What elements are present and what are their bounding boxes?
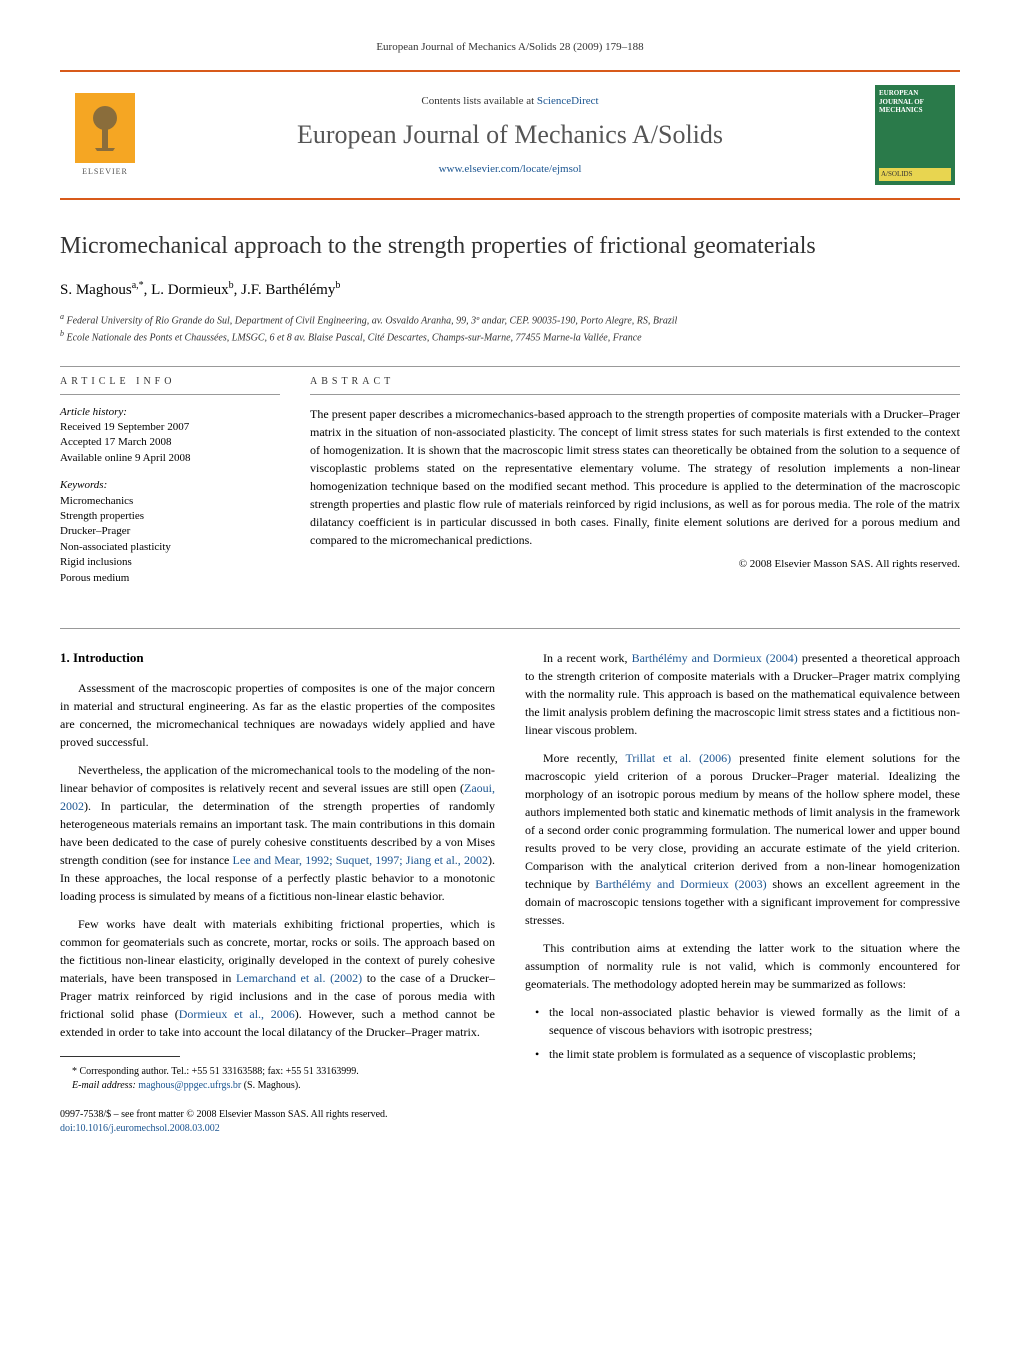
doi-block: 0997-7538/$ – see front matter © 2008 El… xyxy=(60,1108,495,1136)
author-2: L. Dormieux xyxy=(151,282,228,298)
keyword: Drucker–Prager xyxy=(60,524,280,539)
section-heading-intro: 1. Introduction xyxy=(60,649,495,667)
keyword: Micromechanics xyxy=(60,494,280,509)
body-text: More recently, xyxy=(543,751,626,765)
email-author: (S. Maghous). xyxy=(244,1080,301,1091)
issn-text: 0997-7538/$ – see front matter xyxy=(60,1109,186,1120)
cover-title: EUROPEAN JOURNAL OF MECHANICS xyxy=(879,89,951,114)
list-item: the local non-associated plastic behavio… xyxy=(535,1003,960,1039)
footnote-separator xyxy=(60,1056,180,1057)
contents-prefix: Contents lists available at xyxy=(421,95,536,107)
corresponding-author-footnote: * Corresponding author. Tel.: +55 51 331… xyxy=(60,1065,495,1079)
accepted-date: Accepted 17 March 2008 xyxy=(60,435,280,450)
affiliations: a Federal University of Rio Grande do Su… xyxy=(60,311,960,346)
email-label: E-mail address: xyxy=(72,1080,136,1091)
publisher-name: ELSEVIER xyxy=(82,166,128,177)
contents-line: Contents lists available at ScienceDirec… xyxy=(150,94,870,109)
ref-link[interactable]: Barthélémy and Dormieux (2004) xyxy=(632,651,798,665)
author-list: S. Maghousa,*, L. Dormieuxb, J.F. Barthé… xyxy=(60,279,960,301)
keyword: Porous medium xyxy=(60,571,280,586)
author-2-sup: b xyxy=(229,280,234,291)
keywords-label: Keywords: xyxy=(60,478,280,493)
body-paragraph: In a recent work, Barthélémy and Dormieu… xyxy=(525,649,960,739)
ref-link[interactable]: Trillat et al. (2006) xyxy=(626,751,732,765)
journal-name: European Journal of Mechanics A/Solids xyxy=(150,117,870,153)
online-date: Available online 9 April 2008 xyxy=(60,451,280,466)
journal-banner: ELSEVIER Contents lists available at Sci… xyxy=(60,70,960,200)
body-paragraph: Nevertheless, the application of the mic… xyxy=(60,761,495,905)
publisher-logo-block: ELSEVIER xyxy=(60,88,150,182)
affiliation-b: Ecole Nationale des Ponts et Chaussées, … xyxy=(67,333,642,344)
history-label: Article history: xyxy=(60,405,280,420)
ref-link[interactable]: Barthélémy and Dormieux (2003) xyxy=(595,877,766,891)
received-date: Received 19 September 2007 xyxy=(60,420,280,435)
keyword: Rigid inclusions xyxy=(60,555,280,570)
doi-copyright: © 2008 Elsevier Masson SAS. All rights r… xyxy=(186,1109,387,1120)
journal-cover-thumbnail: EUROPEAN JOURNAL OF MECHANICS A/SOLIDS xyxy=(875,85,955,185)
ref-link[interactable]: Lee and Mear, 1992; Suquet, 1997; Jiang … xyxy=(233,853,488,867)
abstract-text: The present paper describes a micromecha… xyxy=(310,405,960,549)
elsevier-logo-icon xyxy=(75,93,135,163)
body-paragraph: This contribution aims at extending the … xyxy=(525,939,960,993)
cover-subtitle: A/SOLIDS xyxy=(879,168,951,182)
keyword: Non-associated plasticity xyxy=(60,540,280,555)
keyword: Strength properties xyxy=(60,509,280,524)
divider xyxy=(60,628,960,629)
abstract-label: ABSTRACT xyxy=(310,375,960,395)
body-paragraph: Few works have dealt with materials exhi… xyxy=(60,915,495,1041)
body-text: presented finite element solutions for t… xyxy=(525,751,960,891)
list-item: the limit state problem is formulated as… xyxy=(535,1045,960,1063)
running-header: European Journal of Mechanics A/Solids 2… xyxy=(60,40,960,55)
body-text: In a recent work, xyxy=(543,651,632,665)
article-title: Micromechanical approach to the strength… xyxy=(60,230,960,264)
body-paragraph: Assessment of the macroscopic properties… xyxy=(60,679,495,751)
affiliation-a: Federal University of Rio Grande do Sul,… xyxy=(67,315,678,326)
author-1: S. Maghous xyxy=(60,282,132,298)
author-3-sup: b xyxy=(335,280,340,291)
email-footnote: E-mail address: maghous@ppgec.ufrgs.br (… xyxy=(60,1079,495,1093)
abstract-copyright: © 2008 Elsevier Masson SAS. All rights r… xyxy=(310,557,960,572)
body-text: Nevertheless, the application of the mic… xyxy=(60,763,495,795)
doi-link[interactable]: doi:10.1016/j.euromechsol.2008.03.002 xyxy=(60,1123,220,1134)
ref-link[interactable]: Lemarchand et al. (2002) xyxy=(236,971,362,985)
article-info-label: ARTICLE INFO xyxy=(60,375,280,395)
journal-url-link[interactable]: www.elsevier.com/locate/ejmsol xyxy=(439,163,582,175)
divider xyxy=(60,366,960,367)
body-paragraph: More recently, Trillat et al. (2006) pre… xyxy=(525,749,960,929)
email-link[interactable]: maghous@ppgec.ufrgs.br xyxy=(138,1080,241,1091)
author-3: J.F. Barthélémy xyxy=(241,282,335,298)
methodology-list: the local non-associated plastic behavio… xyxy=(525,1003,960,1063)
author-1-sup: a,* xyxy=(132,280,144,291)
ref-link[interactable]: Dormieux et al., 2006 xyxy=(179,1007,295,1021)
sciencedirect-link[interactable]: ScienceDirect xyxy=(537,95,599,107)
